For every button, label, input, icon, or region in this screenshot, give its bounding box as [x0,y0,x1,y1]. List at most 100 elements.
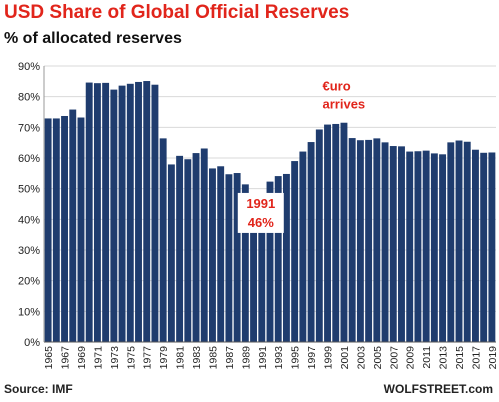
annotation-label: 46% [248,215,274,230]
bar-2001 [340,122,348,342]
bar-1993 [274,176,282,342]
bar-1968 [69,109,77,342]
x-tick-label: 1977 [142,346,154,370]
bar-1983 [192,153,200,342]
x-tick-label: 1965 [43,346,55,370]
bar-2004 [365,139,373,342]
y-tick-label: 90% [18,61,40,73]
bar-1971 [93,83,101,343]
y-tick-label: 50% [18,184,40,196]
bar-1988 [233,173,241,342]
x-tick-label: 2005 [372,346,384,370]
annotation-box [237,192,284,233]
x-tick-label: 2001 [339,346,351,370]
x-axis-ticks: 1965 1967 1969 1971 1973 1975 1977 1979 1981 1983… [43,346,499,370]
bar-2007 [389,146,397,342]
annotations: 1991 46% €uro arrives [237,79,366,233]
y-tick-label: 60% [18,153,40,165]
annotation-label: 1991 [246,196,275,211]
y-axis-ticks: 0% 10% 20% 30% 40% 50% 60% 70% 80% 90% [18,61,40,349]
bar-1967 [61,115,68,343]
bar-2015 [455,140,463,342]
bar-1978 [151,84,159,343]
bar-1977 [143,81,151,342]
bar-1973 [110,89,118,342]
bar-1984 [200,148,208,342]
y-tick-label: 70% [18,122,40,134]
bar-1994 [282,173,290,342]
bar-1966 [52,118,60,342]
x-tick-label: 1981 [175,346,187,370]
bar-1981 [176,155,184,342]
bar-2012 [430,153,438,342]
bar-1980 [167,164,175,342]
bar-1976 [135,81,142,342]
x-tick-label: 1967 [60,346,72,370]
bar-1987 [225,174,233,342]
bar-1998 [315,129,323,342]
bar-1965 [44,118,52,342]
bar-2014 [447,142,455,342]
bar-1972 [102,82,110,343]
x-tick-label: 1995 [290,346,302,370]
x-tick-label: 1989 [240,346,252,370]
x-tick-label: 1991 [257,346,269,370]
x-tick-label: 2015 [454,346,466,370]
x-tick-label: 1987 [224,346,236,370]
bar-2006 [381,142,389,342]
x-tick-label: 2017 [470,346,482,370]
bar-1974 [118,85,126,342]
x-tick-label: 1985 [207,346,219,370]
annotation-label: arrives [323,97,366,112]
bar-1985 [209,168,216,342]
x-tick-label: 2011 [421,346,433,369]
bar-1986 [217,166,225,342]
x-tick-label: 1993 [273,346,285,370]
bar-2009 [406,151,414,342]
bar-2011 [422,150,430,342]
bar-1996 [299,151,307,342]
bar-1990 [250,196,258,342]
brand-label: WOLFSTREET.com [383,382,493,396]
bar-1992 [266,181,274,342]
y-tick-label: 10% [18,306,40,318]
annotation-label: €uro [323,79,351,94]
bar-1995 [291,161,299,342]
chart-title: USD Share of Global Official Reserves [4,2,350,23]
x-tick-label: 2019 [487,346,499,370]
bar-2008 [398,146,405,342]
bar-2002 [348,138,356,342]
bar-1979 [159,138,167,342]
y-tick-label: 30% [18,245,40,257]
bar-2003 [356,140,364,342]
y-tick-label: 0% [24,337,40,349]
x-tick-label: 2009 [405,346,417,370]
bar-2017 [472,149,479,342]
bar-1982 [184,159,192,342]
axes [43,66,496,343]
x-tick-label: 2003 [355,346,367,370]
y-tick-label: 20% [18,276,40,288]
bar-1999 [324,124,331,342]
bar-2016 [463,141,471,342]
bar-1989 [241,184,249,342]
bar-1975 [126,83,134,342]
x-tick-label: 1973 [109,346,121,370]
x-tick-label: 1983 [191,346,203,370]
bar-2005 [373,138,381,342]
bar-2019 [488,152,496,342]
chart-subtitle: % of allocated reserves [4,30,182,47]
x-tick-label: 2007 [388,346,400,370]
x-tick-label: 2013 [438,346,450,370]
x-tick-label: 1999 [323,346,335,370]
y-tick-label: 40% [18,214,40,226]
x-tick-label: 1979 [158,346,170,370]
x-tick-label: 1971 [92,346,104,370]
y-tick-label: 80% [18,92,40,104]
x-tick-label: 1997 [306,346,318,370]
x-tick-label: 1969 [76,346,88,370]
bar-2000 [332,123,340,343]
bar-1997 [307,142,315,342]
bar-2018 [480,152,488,342]
